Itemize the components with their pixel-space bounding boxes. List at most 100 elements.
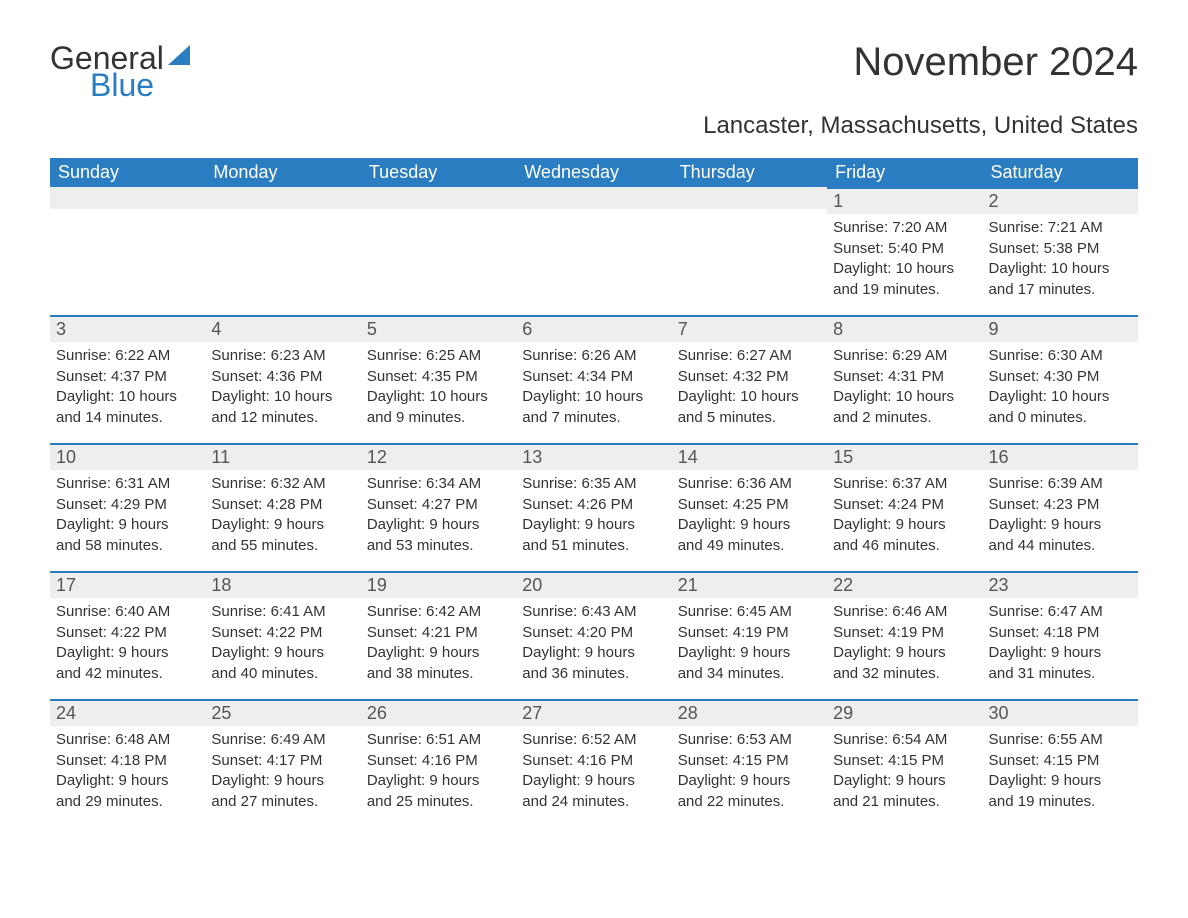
day-sunrise: Sunrise: 6:30 AM — [989, 346, 1132, 366]
day-dl1: Daylight: 9 hours — [833, 771, 976, 791]
day-sunset: Sunset: 4:15 PM — [989, 751, 1132, 771]
calendar-day-cell: 18Sunrise: 6:41 AMSunset: 4:22 PMDayligh… — [205, 571, 360, 699]
day-sunset: Sunset: 4:29 PM — [56, 495, 199, 515]
calendar-day-cell: 9Sunrise: 6:30 AMSunset: 4:30 PMDaylight… — [983, 315, 1138, 443]
day-sunset: Sunset: 4:24 PM — [833, 495, 976, 515]
day-sunrise: Sunrise: 6:23 AM — [211, 346, 354, 366]
day-number: 30 — [983, 701, 1138, 726]
day-sunrise: Sunrise: 6:54 AM — [833, 730, 976, 750]
empty-day-bar — [516, 187, 671, 209]
day-dl1: Daylight: 9 hours — [211, 643, 354, 663]
day-dl1: Daylight: 9 hours — [678, 515, 821, 535]
day-sunset: Sunset: 4:21 PM — [367, 623, 510, 643]
day-sunrise: Sunrise: 7:21 AM — [989, 218, 1132, 238]
day-sunrise: Sunrise: 6:52 AM — [522, 730, 665, 750]
day-dl2: and 34 minutes. — [678, 664, 821, 684]
day-number: 28 — [672, 701, 827, 726]
day-number: 14 — [672, 445, 827, 470]
day-dl2: and 46 minutes. — [833, 536, 976, 556]
day-sunset: Sunset: 4:18 PM — [56, 751, 199, 771]
location-subtitle: Lancaster, Massachusetts, United States — [50, 112, 1138, 140]
day-dl1: Daylight: 10 hours — [989, 387, 1132, 407]
logo: General Blue — [50, 40, 198, 104]
day-number: 9 — [983, 317, 1138, 342]
day-number: 27 — [516, 701, 671, 726]
day-number: 6 — [516, 317, 671, 342]
day-sunrise: Sunrise: 6:22 AM — [56, 346, 199, 366]
day-dl2: and 0 minutes. — [989, 408, 1132, 428]
calendar-day-cell: 28Sunrise: 6:53 AMSunset: 4:15 PMDayligh… — [672, 699, 827, 827]
calendar-day-cell: 3Sunrise: 6:22 AMSunset: 4:37 PMDaylight… — [50, 315, 205, 443]
day-number: 20 — [516, 573, 671, 598]
calendar-day-cell: 11Sunrise: 6:32 AMSunset: 4:28 PMDayligh… — [205, 443, 360, 571]
empty-day-bar — [361, 187, 516, 209]
calendar-day-cell — [672, 187, 827, 315]
calendar-day-cell — [50, 187, 205, 315]
calendar-week-row: 17Sunrise: 6:40 AMSunset: 4:22 PMDayligh… — [50, 571, 1138, 699]
day-number: 1 — [827, 189, 982, 214]
day-sunrise: Sunrise: 6:53 AM — [678, 730, 821, 750]
day-dl2: and 27 minutes. — [211, 792, 354, 812]
day-dl1: Daylight: 9 hours — [989, 643, 1132, 663]
day-sunrise: Sunrise: 6:31 AM — [56, 474, 199, 494]
day-sunset: Sunset: 4:31 PM — [833, 367, 976, 387]
calendar-day-cell: 5Sunrise: 6:25 AMSunset: 4:35 PMDaylight… — [361, 315, 516, 443]
day-sunrise: Sunrise: 6:49 AM — [211, 730, 354, 750]
empty-day-bar — [50, 187, 205, 209]
day-number: 3 — [50, 317, 205, 342]
day-sunset: Sunset: 4:25 PM — [678, 495, 821, 515]
empty-day-bar — [672, 187, 827, 209]
day-sunrise: Sunrise: 6:39 AM — [989, 474, 1132, 494]
day-sunrise: Sunrise: 6:43 AM — [522, 602, 665, 622]
day-sunrise: Sunrise: 6:32 AM — [211, 474, 354, 494]
calendar-day-cell — [205, 187, 360, 315]
day-number: 26 — [361, 701, 516, 726]
day-number: 21 — [672, 573, 827, 598]
day-dl2: and 22 minutes. — [678, 792, 821, 812]
day-dl2: and 25 minutes. — [367, 792, 510, 812]
day-dl2: and 42 minutes. — [56, 664, 199, 684]
day-sunset: Sunset: 4:22 PM — [211, 623, 354, 643]
weekday-header: Saturday — [983, 158, 1138, 187]
day-number: 8 — [827, 317, 982, 342]
day-dl1: Daylight: 9 hours — [56, 771, 199, 791]
day-sunrise: Sunrise: 6:42 AM — [367, 602, 510, 622]
day-dl1: Daylight: 9 hours — [367, 771, 510, 791]
calendar-week-row: 1Sunrise: 7:20 AMSunset: 5:40 PMDaylight… — [50, 187, 1138, 315]
day-dl1: Daylight: 9 hours — [678, 643, 821, 663]
day-sunset: Sunset: 4:28 PM — [211, 495, 354, 515]
day-dl2: and 31 minutes. — [989, 664, 1132, 684]
day-number: 16 — [983, 445, 1138, 470]
day-dl2: and 38 minutes. — [367, 664, 510, 684]
day-sunset: Sunset: 4:19 PM — [833, 623, 976, 643]
header: General Blue November 2024 — [50, 40, 1138, 104]
day-dl1: Daylight: 9 hours — [211, 771, 354, 791]
day-number: 4 — [205, 317, 360, 342]
day-sunset: Sunset: 5:40 PM — [833, 239, 976, 259]
day-dl1: Daylight: 9 hours — [522, 771, 665, 791]
calendar-week-row: 3Sunrise: 6:22 AMSunset: 4:37 PMDaylight… — [50, 315, 1138, 443]
day-dl1: Daylight: 9 hours — [522, 515, 665, 535]
day-dl2: and 49 minutes. — [678, 536, 821, 556]
day-dl2: and 29 minutes. — [56, 792, 199, 812]
day-sunrise: Sunrise: 6:36 AM — [678, 474, 821, 494]
weekday-header: Wednesday — [516, 158, 671, 187]
day-sunrise: Sunrise: 6:40 AM — [56, 602, 199, 622]
calendar-day-cell — [361, 187, 516, 315]
day-dl1: Daylight: 10 hours — [833, 259, 976, 279]
calendar-day-cell: 10Sunrise: 6:31 AMSunset: 4:29 PMDayligh… — [50, 443, 205, 571]
day-dl1: Daylight: 10 hours — [989, 259, 1132, 279]
day-number: 24 — [50, 701, 205, 726]
day-dl2: and 44 minutes. — [989, 536, 1132, 556]
day-sunrise: Sunrise: 7:20 AM — [833, 218, 976, 238]
calendar-day-cell: 25Sunrise: 6:49 AMSunset: 4:17 PMDayligh… — [205, 699, 360, 827]
weekday-header: Thursday — [672, 158, 827, 187]
day-sunrise: Sunrise: 6:37 AM — [833, 474, 976, 494]
day-sunset: Sunset: 4:16 PM — [367, 751, 510, 771]
day-dl1: Daylight: 9 hours — [367, 515, 510, 535]
day-number: 22 — [827, 573, 982, 598]
day-number: 2 — [983, 189, 1138, 214]
day-sunset: Sunset: 4:34 PM — [522, 367, 665, 387]
day-dl2: and 19 minutes. — [989, 792, 1132, 812]
calendar-day-cell: 22Sunrise: 6:46 AMSunset: 4:19 PMDayligh… — [827, 571, 982, 699]
